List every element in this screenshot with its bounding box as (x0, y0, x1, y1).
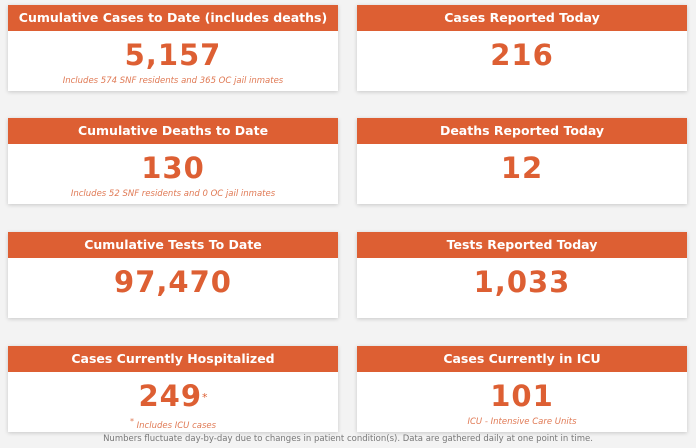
card-title: Cases Currently Hospitalized (8, 346, 338, 372)
card-note: Includes 574 SNF residents and 365 OC ja… (8, 76, 338, 86)
deaths-reported-today-card: Deaths Reported Today 12 (357, 118, 687, 204)
card-title: Cases Reported Today (357, 5, 687, 31)
card-value: 249* (8, 379, 338, 413)
value-footnote-marker: * (202, 391, 208, 404)
cumulative-tests-card: Cumulative Tests To Date 97,470 (8, 232, 338, 318)
card-title: Cumulative Deaths to Date (8, 118, 338, 144)
card-title: Cumulative Tests To Date (8, 232, 338, 258)
footer-disclaimer: Numbers fluctuate day-by-day due to chan… (0, 434, 696, 444)
card-note: * Includes ICU cases (8, 417, 338, 431)
note-text: Includes ICU cases (134, 421, 216, 431)
card-value: 130 (8, 151, 338, 185)
card-value: 1,033 (357, 265, 687, 299)
card-title: Deaths Reported Today (357, 118, 687, 144)
card-value: 101 (357, 379, 687, 413)
card-note: Includes 52 SNF residents and 0 OC jail … (8, 189, 338, 199)
card-value: 5,157 (8, 38, 338, 72)
cumulative-deaths-card: Cumulative Deaths to Date 130 Includes 5… (8, 118, 338, 204)
card-note: ICU - Intensive Care Units (357, 417, 687, 427)
hospitalized-card: Cases Currently Hospitalized 249* * Incl… (8, 346, 338, 432)
cases-reported-today-card: Cases Reported Today 216 (357, 5, 687, 91)
card-title: Cases Currently in ICU (357, 346, 687, 372)
card-value: 12 (357, 151, 687, 185)
value-number: 249 (138, 379, 202, 413)
card-title: Cumulative Cases to Date (includes death… (8, 5, 338, 31)
card-value: 97,470 (8, 265, 338, 299)
icu-card: Cases Currently in ICU 101 ICU - Intensi… (357, 346, 687, 432)
card-value: 216 (357, 38, 687, 72)
tests-reported-today-card: Tests Reported Today 1,033 (357, 232, 687, 318)
cumulative-cases-card: Cumulative Cases to Date (includes death… (8, 5, 338, 91)
card-title: Tests Reported Today (357, 232, 687, 258)
